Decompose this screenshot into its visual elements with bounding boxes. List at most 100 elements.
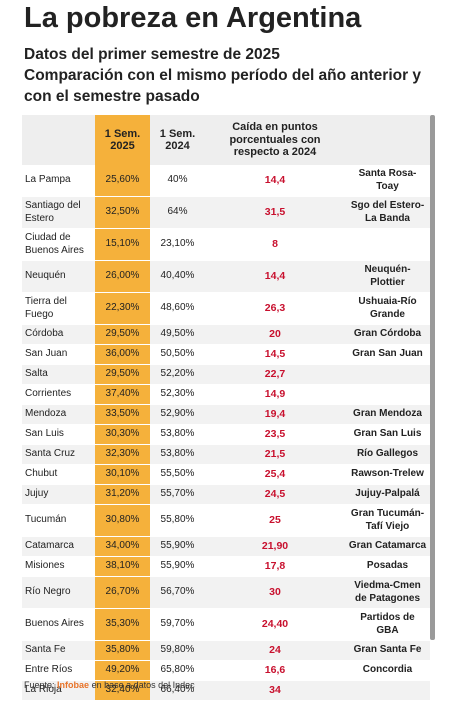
table-cell: 31,20% bbox=[95, 484, 150, 505]
table: 1 Sem. 2025 1 Sem. 2024 Caída en puntos po… bbox=[22, 115, 430, 701]
table-cell: Salta bbox=[22, 364, 95, 385]
table-cell: Neuquén-Plottier bbox=[345, 260, 430, 293]
table-cell: 48,60% bbox=[150, 292, 205, 325]
table-cell: 29,50% bbox=[95, 324, 150, 345]
table-cell: 25,60% bbox=[95, 165, 150, 197]
table-cell: 55,80% bbox=[150, 504, 205, 537]
table-cell: 40% bbox=[150, 165, 205, 197]
table-cell: 16,6 bbox=[205, 660, 345, 681]
table-cell: Tucumán bbox=[22, 504, 95, 537]
table-cell: 50,50% bbox=[150, 344, 205, 365]
table-cell: Partidos de GBA bbox=[345, 608, 430, 641]
subtitle-line: con el semestre pasado bbox=[24, 88, 200, 105]
table-cell: 24 bbox=[205, 640, 345, 661]
table-cell: 30 bbox=[205, 576, 345, 609]
table-container[interactable]: 1 Sem. 2025 1 Sem. 2024 Caída en puntos po… bbox=[22, 115, 432, 703]
table-cell: 21,5 bbox=[205, 444, 345, 465]
table-cell: 14,4 bbox=[205, 260, 345, 293]
table-cell: 55,90% bbox=[150, 556, 205, 577]
table-cell: 23,10% bbox=[150, 228, 205, 261]
table-cell: Entre Ríos bbox=[22, 660, 95, 681]
table-cell: 31,5 bbox=[205, 196, 345, 229]
table-cell: Viedma-Cmen de Patagones bbox=[345, 576, 430, 609]
table-cell: 24,40 bbox=[205, 608, 345, 641]
table-cell: Posadas bbox=[345, 556, 430, 577]
table-cell: Gran Córdoba bbox=[345, 324, 430, 345]
table-body: La Pampa 25,60% 40% 14,4 Santa Rosa-Toay Sant… bbox=[22, 165, 430, 701]
table-row: Santa Cruz 32,30% 53,80% 21,5 Río Gallegos bbox=[22, 444, 430, 465]
table-cell: 59,70% bbox=[150, 608, 205, 641]
table-cell: 37,40% bbox=[95, 384, 150, 405]
table-cell: Córdoba bbox=[22, 324, 95, 345]
table-cell: 52,20% bbox=[150, 364, 205, 385]
table-cell: 26,70% bbox=[95, 576, 150, 609]
table-cell: Santa Cruz bbox=[22, 444, 95, 465]
table-cell: 53,80% bbox=[150, 444, 205, 465]
table-row: Salta 29,50% 52,20% 22,7 bbox=[22, 364, 430, 385]
table-cell: 55,90% bbox=[150, 536, 205, 557]
table-cell: Catamarca bbox=[22, 536, 95, 557]
table-cell: 22,30% bbox=[95, 292, 150, 325]
table-cell: Santiago del Estero bbox=[22, 196, 95, 229]
table-cell: Neuquén bbox=[22, 260, 95, 293]
table-row: Santiago del Estero 32,50% 64% 31,5 Sgo del … bbox=[22, 196, 430, 229]
table-cell bbox=[345, 680, 430, 701]
subtitle-line: Comparación con el mismo período del año… bbox=[24, 67, 422, 84]
table-cell: 15,10% bbox=[95, 228, 150, 261]
column-header bbox=[345, 115, 430, 165]
table-cell: 14,5 bbox=[205, 344, 345, 365]
footer-text: en base a datos del Indec bbox=[91, 680, 195, 690]
table-cell: Gran Catamarca bbox=[345, 536, 430, 557]
table-cell: Gran Tucumán-Tafí Viejo bbox=[345, 504, 430, 537]
table-cell: Gran Mendoza bbox=[345, 404, 430, 425]
table-cell: 36,00% bbox=[95, 344, 150, 365]
table-cell: Buenos Aires bbox=[22, 608, 95, 641]
table-cell: Gran Santa Fe bbox=[345, 640, 430, 661]
table-cell: 55,70% bbox=[150, 484, 205, 505]
table-cell: 32,50% bbox=[95, 196, 150, 229]
table-cell: 29,50% bbox=[95, 364, 150, 385]
table-cell: Río Gallegos bbox=[345, 444, 430, 465]
table-row: Mendoza 33,50% 52,90% 19,4 Gran Mendoza bbox=[22, 404, 430, 425]
table-cell: 40,40% bbox=[150, 260, 205, 293]
table-cell: Mendoza bbox=[22, 404, 95, 425]
table-cell: San Juan bbox=[22, 344, 95, 365]
table-cell: 30,30% bbox=[95, 424, 150, 445]
table-row: Tucumán 30,80% 55,80% 25 Gran Tucumán-Tafí V… bbox=[22, 504, 430, 537]
table-cell: Santa Rosa-Toay bbox=[345, 165, 430, 197]
header-row: 1 Sem. 2025 1 Sem. 2024 Caída en puntos po… bbox=[22, 115, 430, 165]
table-row: San Luis 30,30% 53,80% 23,5 Gran San Luis bbox=[22, 424, 430, 445]
table-cell: 21,90 bbox=[205, 536, 345, 557]
table-cell: Concordia bbox=[345, 660, 430, 681]
scrollbar[interactable] bbox=[430, 115, 435, 640]
column-header bbox=[22, 115, 95, 165]
table-cell: La Pampa bbox=[22, 165, 95, 197]
column-header: Caída en puntos porcentuales con respect… bbox=[205, 115, 345, 165]
table-cell: 24,5 bbox=[205, 484, 345, 505]
table-cell: 30,80% bbox=[95, 504, 150, 537]
footer-brand: Infobae bbox=[57, 680, 90, 690]
table-cell: Ciudad de Buenos Aires bbox=[22, 228, 95, 261]
table-cell bbox=[345, 364, 430, 385]
table-cell: 14,9 bbox=[205, 384, 345, 405]
table-cell: 55,50% bbox=[150, 464, 205, 485]
column-header: 1 Sem. 2025 bbox=[95, 115, 150, 165]
table-cell: San Luis bbox=[22, 424, 95, 445]
title: La pobreza en Argentina bbox=[24, 2, 362, 34]
footer: Fuente: Infobae en base a datos del Inde… bbox=[24, 680, 195, 690]
table-cell: 38,10% bbox=[95, 556, 150, 577]
table-cell: Misiones bbox=[22, 556, 95, 577]
table-cell: 8 bbox=[205, 228, 345, 261]
table-cell: Chubut bbox=[22, 464, 95, 485]
table-cell: Tierra del Fuego bbox=[22, 292, 95, 325]
subtitle-line: Datos del primer semestre de 2025 bbox=[24, 46, 280, 63]
table-cell: 52,90% bbox=[150, 404, 205, 425]
table-cell: 53,80% bbox=[150, 424, 205, 445]
table-cell: 35,80% bbox=[95, 640, 150, 661]
subtitle: Datos del primer semestre de 2025 Compar… bbox=[24, 44, 421, 107]
table-cell: 52,30% bbox=[150, 384, 205, 405]
table-cell: 30,10% bbox=[95, 464, 150, 485]
table-cell: 26,00% bbox=[95, 260, 150, 293]
table-cell: Corrientes bbox=[22, 384, 95, 405]
